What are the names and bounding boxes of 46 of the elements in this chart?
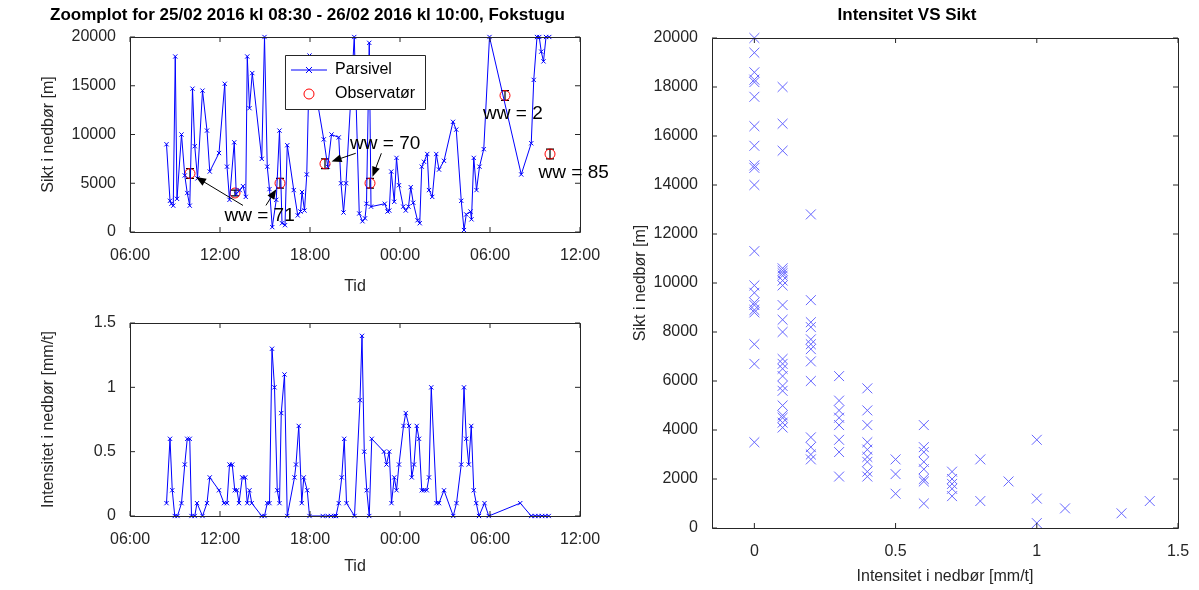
y-tick-label: 14000 xyxy=(653,175,699,193)
y-tick-label: 20000 xyxy=(71,27,117,45)
x-tick-label: 1.5 xyxy=(1166,542,1190,560)
x-tick-label: 0 xyxy=(749,542,759,560)
y-tick-label: 4000 xyxy=(662,420,699,438)
x-tick-label: 18:00 xyxy=(289,246,331,264)
y-axis-title: Sikt i nedbør [m] xyxy=(39,76,57,193)
y-tick-label: 1 xyxy=(107,377,117,395)
y-tick-label: 12000 xyxy=(653,224,699,242)
y-tick-label: 6000 xyxy=(662,371,699,389)
y-tick-label: 0 xyxy=(107,506,117,524)
x-tick-label: 12:00 xyxy=(199,530,241,548)
x-axis-title: Intensitet i nedbør [mm/t] xyxy=(856,566,1034,584)
x-tick-label: 12:00 xyxy=(199,246,241,264)
x-tick-label: 00:00 xyxy=(379,530,421,548)
y-tick-label: 10000 xyxy=(71,124,117,142)
x-tick-label: 00:00 xyxy=(379,246,421,264)
y-tick-label: 1.5 xyxy=(93,313,117,331)
x-tick-label: 12:00 xyxy=(559,530,601,548)
chart-title: Intensitet VS Sikt xyxy=(837,4,977,24)
y-tick-label: 16000 xyxy=(653,126,699,144)
x-axis-title: Tid xyxy=(344,556,366,574)
y-axis-title: Sikt i nedbør [m] xyxy=(631,224,649,342)
y-tick-label: 8000 xyxy=(662,322,699,340)
chart-title: Zoomplot for 25/02 2016 kl 08:30 - 26/02 2016 kl 10:00, Fokstugu xyxy=(50,4,565,24)
y-tick-label: 20000 xyxy=(653,28,699,46)
y-tick-label: 0 xyxy=(107,222,117,240)
y-tick-label: 10000 xyxy=(653,273,699,291)
x-tick-label: 18:00 xyxy=(289,530,331,548)
x-tick-label: 06:00 xyxy=(109,530,151,548)
y-tick-label: 18000 xyxy=(653,77,699,95)
y-tick-label: 2000 xyxy=(662,469,699,487)
x-tick-label: 06:00 xyxy=(469,246,511,264)
y-axis-title: Intensitet i nedbør [mm/t] xyxy=(39,331,57,508)
x-axis-title: Tid xyxy=(344,276,366,294)
x-tick-label: 06:00 xyxy=(469,530,511,548)
y-tick-label: 0.5 xyxy=(93,442,117,460)
x-tick-label: 06:00 xyxy=(109,246,151,264)
x-tick-label: 12:00 xyxy=(559,246,601,264)
y-tick-label: 0 xyxy=(689,518,699,536)
x-tick-label: 1 xyxy=(1032,542,1042,560)
x-tick-label: 0.5 xyxy=(884,542,907,560)
y-tick-label: 5000 xyxy=(80,173,117,191)
legend-label: Observatør xyxy=(334,84,416,102)
y-tick-label: 15000 xyxy=(71,76,117,94)
legend-label: Parsivel xyxy=(334,60,392,78)
